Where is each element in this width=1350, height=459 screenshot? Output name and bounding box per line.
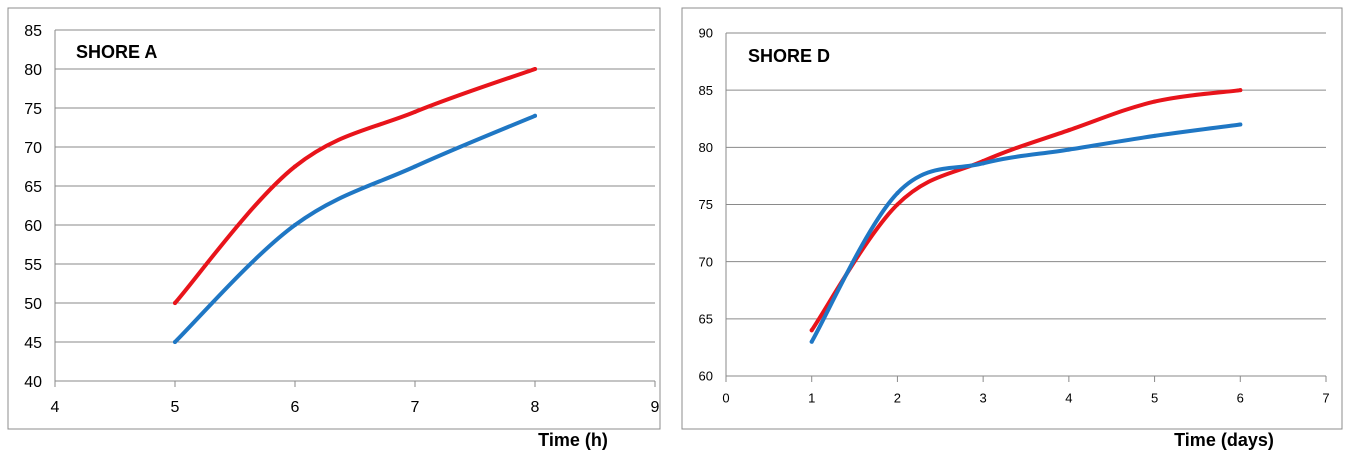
x-tick-label: 4: [1065, 391, 1072, 406]
x-tick-label: 9: [651, 399, 660, 416]
y-tick-label: 80: [24, 62, 42, 79]
data-point: [981, 161, 986, 166]
data-point: [413, 109, 417, 114]
y-tick-label: 60: [24, 218, 42, 235]
x-tick-label: 8: [531, 399, 540, 416]
chart-frame: [7, 7, 661, 430]
chart-frame: [681, 7, 1343, 430]
x-tick-label: 5: [171, 399, 180, 416]
shore-d-chart: 60 65 70 75 80 85 90 0 1 2 3 4 5 6 7 SHORE D Time (days): [681, 7, 1343, 450]
chart-title: SHORE D: [748, 46, 830, 66]
y-tick-label: 80: [699, 140, 713, 155]
data-point: [1238, 122, 1243, 127]
data-point: [809, 339, 814, 344]
x-axis-label: Time (days): [1174, 430, 1274, 450]
data-point: [1066, 147, 1071, 152]
data-point: [895, 202, 900, 207]
data-point: [173, 301, 177, 305]
x-tick-label: 7: [1322, 391, 1329, 406]
x-axis-label: Time (h): [538, 430, 608, 450]
series-line-1: [173, 113, 537, 344]
data-point: [1238, 88, 1243, 93]
y-tick-label: 65: [24, 179, 42, 196]
data-point: [413, 164, 417, 169]
y-tick-label: 45: [24, 335, 42, 352]
y-tick-label: 65: [699, 312, 713, 327]
y-tick-label: 75: [24, 101, 42, 118]
y-tick-label: 55: [24, 257, 42, 274]
chart-title: SHORE A: [76, 42, 157, 62]
x-tick-label: 0: [722, 391, 729, 406]
y-tick-label: 50: [24, 296, 42, 313]
x-tick-label: 6: [1237, 391, 1244, 406]
data-point: [895, 191, 900, 196]
x-tick-label: 7: [411, 399, 420, 416]
data-point: [533, 67, 537, 71]
x-tick-label: 1: [808, 391, 815, 406]
data-point: [1066, 128, 1071, 133]
data-point: [1152, 133, 1157, 138]
y-tick-label: 85: [699, 83, 713, 98]
y-tick-label: 85: [24, 23, 42, 40]
x-tick-label: 4: [51, 399, 60, 416]
series-line-0: [809, 88, 1243, 333]
data-point: [173, 340, 177, 344]
x-tick-label: 3: [980, 391, 987, 406]
y-tick-label: 70: [699, 254, 713, 269]
y-tick-label: 75: [699, 197, 713, 212]
y-tick-label: 60: [699, 369, 713, 384]
data-point: [809, 328, 814, 333]
y-tick-label: 40: [24, 374, 42, 391]
data-point: [293, 164, 297, 169]
y-tick-label: 90: [699, 26, 713, 41]
x-tick-label: 5: [1151, 391, 1158, 406]
data-point: [1152, 99, 1157, 104]
y-tick-label: 70: [24, 140, 42, 157]
series-line-0: [173, 67, 537, 305]
x-tick-label: 6: [291, 399, 300, 416]
data-point: [293, 223, 297, 227]
x-tick-label: 2: [894, 391, 901, 406]
data-point: [533, 113, 537, 118]
